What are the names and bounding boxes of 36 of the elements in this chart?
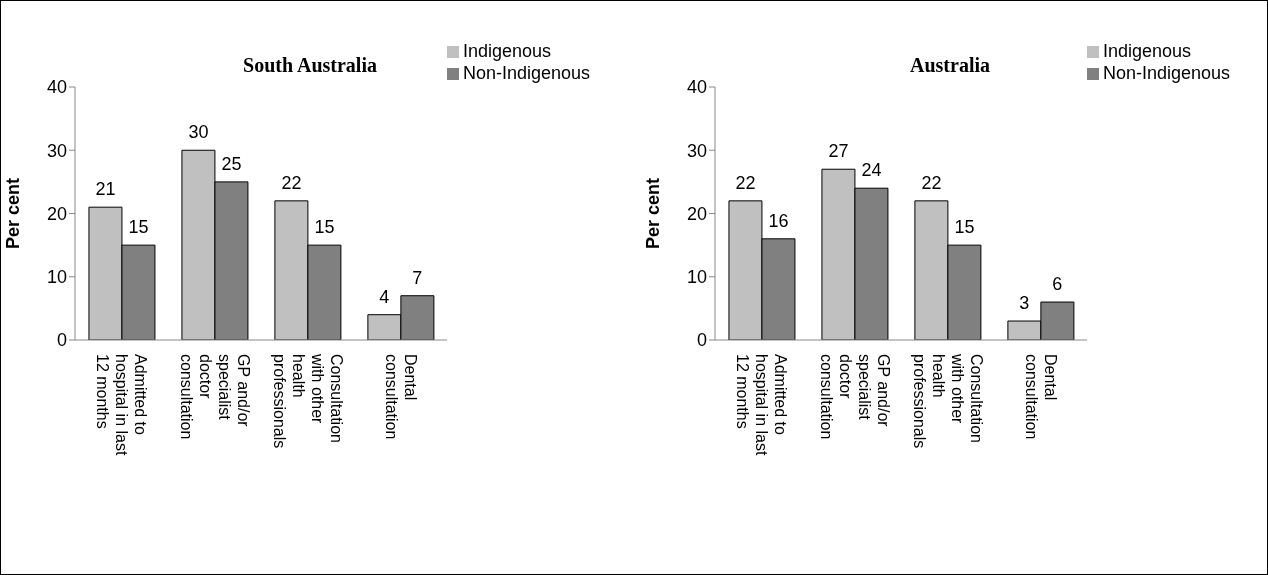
y-tick-label: 30 bbox=[46, 140, 67, 161]
data-label: 27 bbox=[828, 141, 849, 162]
data-label: 25 bbox=[221, 153, 242, 174]
x-tick-label: Admitted to hospital in last 12 months bbox=[94, 354, 150, 456]
y-tick-label: 40 bbox=[46, 77, 67, 98]
y-tick-label: 20 bbox=[46, 203, 67, 224]
y-axis-title: Per cent bbox=[3, 177, 24, 250]
data-label: 24 bbox=[861, 160, 882, 181]
y-tick-label: 10 bbox=[686, 267, 707, 288]
x-tick-label: Admitted to hospital in last 12 months bbox=[734, 354, 790, 456]
y-tick-label: 0 bbox=[56, 330, 67, 351]
data-label: 4 bbox=[379, 286, 390, 307]
data-label: 22 bbox=[735, 172, 756, 193]
data-label: 22 bbox=[921, 172, 942, 193]
legend-label: Non-Indigenous bbox=[462, 63, 590, 83]
data-label: 22 bbox=[281, 172, 302, 193]
chart-title: South Australia bbox=[243, 54, 377, 76]
y-axis-title: Per cent bbox=[643, 177, 664, 250]
data-label: 16 bbox=[768, 210, 789, 231]
chart-title: Australia bbox=[910, 54, 990, 76]
data-label: 15 bbox=[314, 217, 335, 238]
y-tick-label: 40 bbox=[686, 77, 707, 98]
y-tick-label: 10 bbox=[46, 267, 67, 288]
data-label: 7 bbox=[412, 267, 423, 288]
data-label: 6 bbox=[1052, 274, 1063, 295]
data-label: 21 bbox=[95, 179, 116, 200]
y-tick-label: 20 bbox=[686, 203, 707, 224]
y-tick-label: 0 bbox=[696, 330, 707, 351]
data-label: 15 bbox=[954, 217, 975, 238]
legend-label: Indigenous bbox=[1102, 41, 1191, 61]
data-label: 30 bbox=[188, 122, 209, 143]
data-label: 3 bbox=[1019, 293, 1030, 314]
data-label: 15 bbox=[128, 217, 149, 238]
legend-label: Indigenous bbox=[462, 41, 551, 61]
y-tick-label: 30 bbox=[686, 140, 707, 161]
legend-label: Non-Indigenous bbox=[1102, 63, 1230, 83]
